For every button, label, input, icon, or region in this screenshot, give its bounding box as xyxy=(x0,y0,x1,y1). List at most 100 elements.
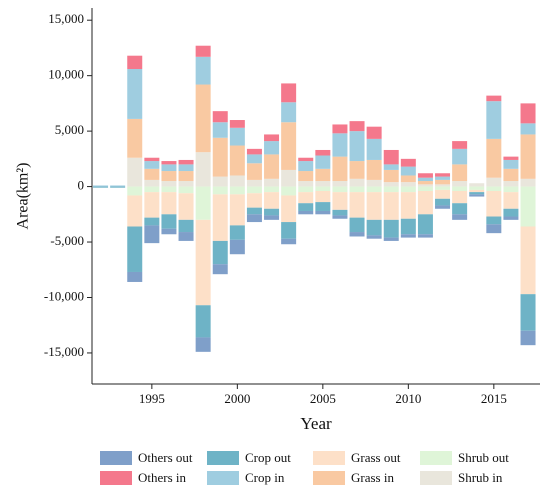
bar-segment xyxy=(246,207,262,215)
bar-segment xyxy=(349,131,365,162)
bar-segment xyxy=(195,337,211,352)
bar-segment xyxy=(144,157,160,162)
y-tick-label: -15,000 xyxy=(44,344,84,359)
y-tick-label: -10,000 xyxy=(44,288,84,303)
bar-segment xyxy=(469,194,485,197)
bar-segment xyxy=(264,192,280,209)
bar-segment xyxy=(229,175,245,187)
bar-segment xyxy=(435,198,451,206)
bar-segment xyxy=(520,123,536,135)
bar-segment xyxy=(435,189,451,199)
bar-segment xyxy=(161,181,177,187)
x-tick-label: 2015 xyxy=(481,391,507,406)
bar-segment xyxy=(452,214,468,220)
bar-segment xyxy=(212,264,228,275)
bar-segment xyxy=(127,55,143,70)
bar-segment xyxy=(298,192,314,204)
bar-segment xyxy=(246,148,262,155)
bar-segment xyxy=(93,185,109,187)
bar-segment xyxy=(349,232,365,237)
bar-segment xyxy=(127,195,143,227)
bar-segment xyxy=(195,186,211,220)
bar-segment xyxy=(366,126,382,139)
bar-segment xyxy=(298,171,314,182)
x-tick-label: 2005 xyxy=(310,391,336,406)
bar-segment xyxy=(383,237,399,241)
legend-label: Grass out xyxy=(351,450,401,465)
bar-segment xyxy=(127,186,143,196)
bar-segment xyxy=(229,239,245,255)
bar-segment xyxy=(195,56,211,85)
bar-segment xyxy=(332,186,348,193)
bar-segment xyxy=(452,164,468,182)
bar-segment xyxy=(229,120,245,128)
legend-label: Shrub in xyxy=(458,470,503,485)
bar-segment xyxy=(417,214,433,235)
bar-segment xyxy=(178,219,194,233)
bar-segment xyxy=(127,226,143,272)
bar-segment xyxy=(161,192,177,215)
bar-segment xyxy=(127,118,143,158)
bar-segment xyxy=(520,294,536,331)
bar-segment xyxy=(400,186,416,193)
bar-segment xyxy=(452,191,468,204)
legend-swatch xyxy=(420,451,452,465)
bar-segment xyxy=(417,184,433,187)
x-axis-label: Year xyxy=(300,414,332,433)
y-tick-label: 15,000 xyxy=(48,11,84,26)
legend-label: Others in xyxy=(138,470,187,485)
bar-segment xyxy=(366,219,382,236)
bar-segment xyxy=(195,45,211,57)
bar-segment xyxy=(281,122,297,170)
bar-segment xyxy=(383,219,399,238)
bar-segment xyxy=(229,194,245,226)
bar-segment xyxy=(435,186,451,190)
bar-segment xyxy=(212,137,228,177)
bar-segment xyxy=(264,178,280,187)
bar-segment xyxy=(315,210,331,215)
bar-segment xyxy=(161,171,177,182)
bar-segment xyxy=(178,164,194,172)
x-tick-label: 2010 xyxy=(395,391,421,406)
legend-swatch xyxy=(207,451,239,465)
bar-segment xyxy=(110,185,126,187)
bar-segment xyxy=(127,157,143,187)
bar-segment xyxy=(161,186,177,193)
y-tick-label: 10,000 xyxy=(48,67,84,82)
bar-segment xyxy=(281,102,297,123)
bar-segment xyxy=(161,228,177,235)
bar-segment xyxy=(144,225,160,244)
legend-label: Grass in xyxy=(351,470,394,485)
bar-segment xyxy=(452,181,468,187)
bar-segment xyxy=(264,134,280,142)
bar-segment xyxy=(298,203,314,211)
bar-segment xyxy=(400,192,416,219)
bar-segment xyxy=(246,163,262,180)
bar-segment xyxy=(452,186,468,192)
bar-segment xyxy=(417,191,433,215)
bar-segment xyxy=(486,138,502,178)
bar-segment xyxy=(486,177,502,187)
bar-segment xyxy=(281,195,297,223)
bar-segment xyxy=(93,186,109,188)
bar-segment xyxy=(349,186,365,193)
bar-segment xyxy=(127,271,143,282)
bar-segment xyxy=(400,234,416,238)
bar-segment xyxy=(383,182,399,187)
bar-segment xyxy=(417,186,433,192)
bar-segment xyxy=(178,171,194,182)
bar-segment xyxy=(161,214,177,229)
bar-segment xyxy=(400,182,416,187)
bar-segment xyxy=(264,186,280,193)
bar-segment xyxy=(520,330,536,346)
bar-segment xyxy=(110,186,126,188)
bar-segment xyxy=(417,173,433,178)
bar-segment xyxy=(366,235,382,239)
bar-segment xyxy=(178,186,194,194)
legend-swatch xyxy=(207,471,239,485)
bar-segment xyxy=(486,101,502,139)
bar-segment xyxy=(503,186,519,193)
bar-segment xyxy=(144,217,160,226)
legend-swatch xyxy=(313,451,345,465)
bar-segment xyxy=(452,148,468,165)
